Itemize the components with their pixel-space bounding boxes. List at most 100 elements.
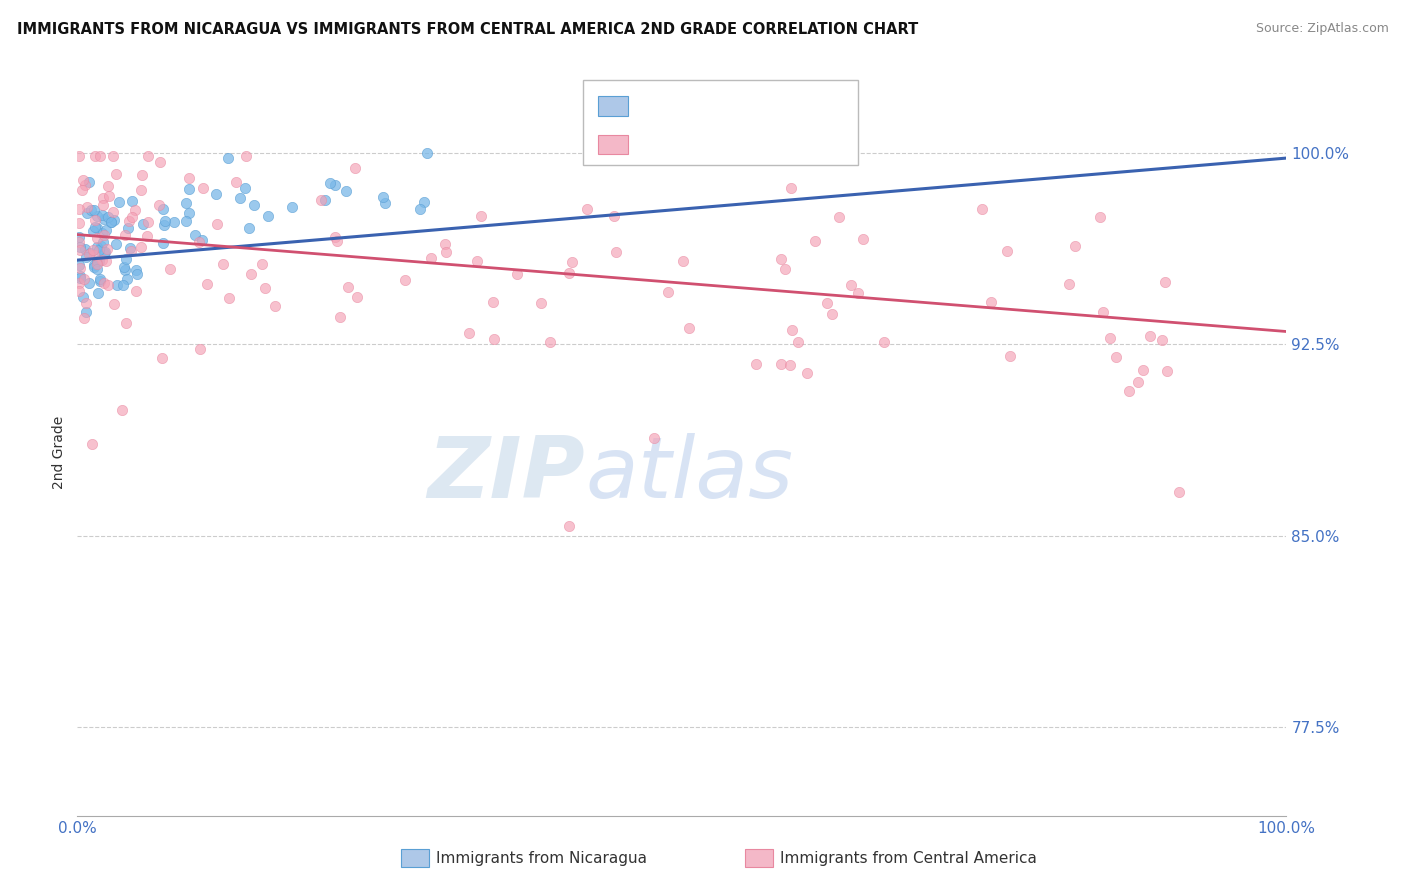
Point xyxy=(86,262,108,277)
Point xyxy=(153,214,176,228)
Point xyxy=(177,171,200,186)
Text: 136: 136 xyxy=(773,137,806,152)
Point xyxy=(87,285,110,300)
Point xyxy=(150,351,173,365)
Point xyxy=(93,245,115,260)
Point xyxy=(89,254,111,268)
Point xyxy=(827,210,849,224)
Point xyxy=(852,232,875,246)
Point xyxy=(344,161,367,175)
Point xyxy=(120,244,142,258)
Point xyxy=(253,280,276,294)
Y-axis label: 2nd Grade: 2nd Grade xyxy=(52,416,66,490)
Point xyxy=(86,254,108,268)
Point xyxy=(409,202,432,216)
Point xyxy=(1126,376,1149,390)
Point xyxy=(75,250,97,264)
Point xyxy=(482,295,505,310)
Text: 0.349: 0.349 xyxy=(679,99,727,113)
Point xyxy=(780,181,803,195)
Point xyxy=(152,202,174,216)
Point xyxy=(433,237,456,252)
Point xyxy=(83,248,105,262)
Point xyxy=(86,257,108,271)
Point xyxy=(83,148,105,162)
Point xyxy=(1168,484,1191,499)
Point xyxy=(281,200,304,214)
Point xyxy=(131,169,153,183)
Point xyxy=(329,310,352,324)
Point xyxy=(195,277,218,291)
Point xyxy=(82,437,104,451)
Point xyxy=(149,154,172,169)
Point xyxy=(101,148,124,162)
Point xyxy=(775,262,797,277)
Point xyxy=(603,209,626,223)
Point xyxy=(129,240,152,254)
Point xyxy=(458,326,481,340)
Point xyxy=(111,403,134,417)
Point xyxy=(1154,275,1177,289)
Point xyxy=(136,229,159,244)
Point xyxy=(117,220,139,235)
Point xyxy=(124,202,146,217)
Point xyxy=(75,304,97,318)
Point xyxy=(73,311,96,326)
Point xyxy=(112,278,135,293)
Point xyxy=(770,252,793,266)
Point xyxy=(136,215,159,229)
Point xyxy=(136,148,159,162)
Point xyxy=(69,243,91,257)
Point xyxy=(79,247,101,261)
Point xyxy=(558,519,581,533)
Point xyxy=(152,235,174,250)
Point xyxy=(561,254,583,268)
Point xyxy=(96,253,118,268)
Point xyxy=(153,219,176,233)
Point xyxy=(70,183,93,197)
Point xyxy=(93,276,115,290)
Point xyxy=(174,213,197,227)
Point xyxy=(114,262,136,277)
Point xyxy=(90,208,112,222)
Point xyxy=(125,284,148,298)
Point xyxy=(127,267,149,281)
Point xyxy=(121,194,143,209)
Point xyxy=(176,196,198,211)
Point xyxy=(419,251,441,265)
Point xyxy=(1088,210,1111,224)
Text: atlas: atlas xyxy=(585,433,793,516)
Point xyxy=(225,175,247,189)
Point xyxy=(374,196,396,211)
Point xyxy=(120,241,142,255)
Point xyxy=(557,266,579,280)
Point xyxy=(873,334,896,349)
Point xyxy=(470,209,492,223)
Point xyxy=(1092,305,1115,319)
Point xyxy=(100,215,122,229)
Point xyxy=(67,276,90,290)
Point xyxy=(82,243,104,257)
Point xyxy=(83,220,105,235)
Point xyxy=(482,332,505,346)
Text: Immigrants from Central America: Immigrants from Central America xyxy=(780,851,1038,865)
Point xyxy=(107,195,129,210)
Point xyxy=(998,349,1021,363)
Point xyxy=(217,152,239,166)
Point xyxy=(75,296,97,310)
Point xyxy=(125,263,148,277)
Point xyxy=(323,229,346,244)
Point xyxy=(97,178,120,193)
Text: 83: 83 xyxy=(773,99,794,113)
Point xyxy=(105,237,128,252)
Point xyxy=(86,240,108,254)
Point xyxy=(823,153,845,168)
Point xyxy=(77,175,100,189)
Point xyxy=(815,296,838,310)
Point xyxy=(250,257,273,271)
Point xyxy=(97,277,120,292)
Text: R =: R = xyxy=(637,137,671,152)
Point xyxy=(672,254,695,268)
Point xyxy=(159,262,181,277)
Point xyxy=(89,148,111,162)
